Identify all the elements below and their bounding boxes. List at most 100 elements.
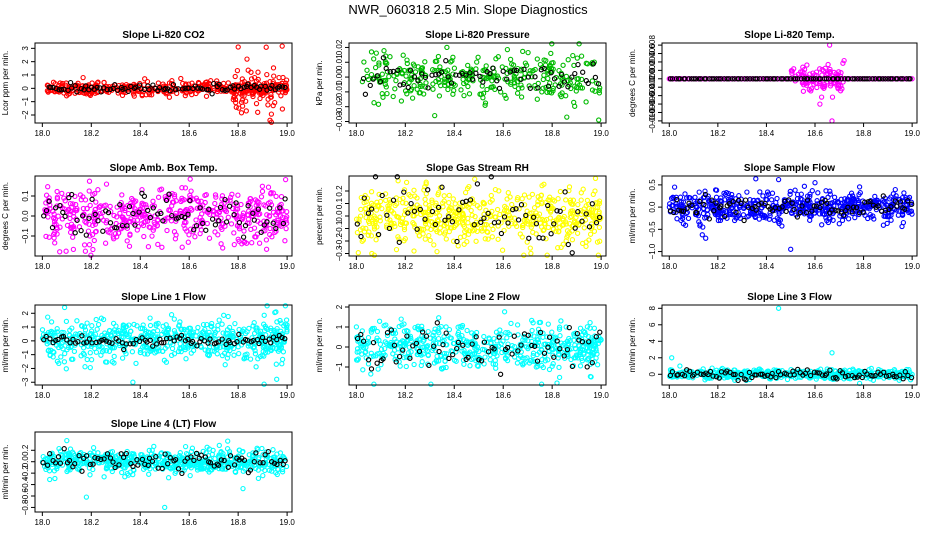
y-tick-label: −0.1 [21, 228, 30, 244]
overlay-point [170, 81, 177, 88]
data-point [222, 223, 228, 229]
overlay-point [126, 203, 133, 210]
x-tick-label: 18.4 [446, 129, 462, 138]
y-axis-label: ml/min per min. [1, 318, 10, 373]
data-point [70, 234, 76, 240]
data-point [230, 96, 236, 103]
data-point [255, 69, 261, 75]
overlay-point [877, 76, 883, 82]
y-tick-label: 0.1 [21, 190, 30, 202]
x-tick-label: 19.0 [904, 262, 920, 271]
data-point [409, 75, 415, 81]
data-point [806, 86, 812, 93]
overlay-point [107, 220, 114, 226]
y-tick-label: 3 [21, 46, 30, 51]
data-point [194, 198, 201, 204]
data-point [268, 190, 274, 196]
data-point [67, 200, 74, 207]
data-point [51, 235, 57, 241]
data-point [205, 209, 211, 216]
data-point [505, 79, 511, 85]
overlay-point [572, 70, 578, 77]
data-point [67, 224, 74, 231]
data-point [518, 82, 524, 88]
data-point [437, 64, 443, 70]
overlay-point [780, 76, 786, 82]
data-point [909, 76, 915, 82]
data-point [225, 214, 231, 220]
data-point [214, 88, 220, 95]
outlier-point [432, 112, 438, 119]
data-point [276, 208, 282, 214]
plot-frame [34, 42, 293, 124]
data-point [50, 231, 57, 238]
data-point [67, 215, 73, 222]
data-point [213, 194, 219, 200]
overlay-point [545, 83, 552, 89]
overlay-point [83, 83, 89, 89]
data-point [458, 87, 464, 93]
data-point [529, 74, 535, 80]
overlay-point [742, 76, 748, 82]
data-point [43, 233, 49, 240]
overlay-point [211, 80, 217, 87]
data-point [197, 214, 203, 221]
data-point [267, 231, 273, 238]
data-point [155, 241, 161, 248]
data-point [202, 192, 208, 199]
data-point [150, 227, 156, 233]
data-point [92, 206, 98, 213]
data-point [119, 203, 125, 209]
x-axis: 18.0 18.2 18.4 18.6 18.8 19.0 [349, 123, 609, 138]
overlay-point [904, 76, 910, 82]
overlay-point [835, 76, 841, 82]
data-point [492, 73, 498, 79]
data-point [534, 56, 540, 62]
panel-title: Slope Line 1 Flow [121, 292, 206, 303]
overlay-point [209, 91, 215, 97]
overlay-point [219, 87, 225, 93]
data-point [549, 41, 555, 47]
data-point [820, 68, 827, 74]
overlay-point [535, 85, 541, 91]
overlay-point [866, 76, 872, 82]
x-tick-label: 18.4 [446, 262, 462, 271]
data-point [173, 232, 179, 238]
data-point [178, 75, 184, 82]
overlay-point [561, 79, 568, 85]
data-point [368, 49, 375, 55]
overlay-point [494, 78, 500, 84]
data-point [146, 91, 153, 98]
data-point [507, 56, 514, 63]
data-points [359, 41, 603, 123]
overlay-point [380, 55, 387, 61]
y-tick-label: 0.1 [335, 197, 344, 209]
data-point [149, 233, 155, 239]
y-tick-label: 1 [21, 324, 30, 329]
data-point [80, 205, 87, 212]
data-point [90, 246, 96, 253]
data-point [54, 231, 60, 237]
data-point [150, 198, 156, 204]
overlay-point [823, 76, 829, 82]
data-point [197, 230, 203, 237]
y-tick-label: 0 [21, 86, 30, 91]
data-point [195, 79, 202, 86]
overlay-point [513, 67, 520, 74]
overlay-point [245, 81, 251, 87]
data-point [268, 91, 274, 98]
data-point [273, 193, 279, 200]
data-point [239, 76, 245, 82]
overlay-point [86, 215, 92, 221]
data-point [502, 92, 508, 99]
x-tick-label: 19.0 [279, 129, 295, 138]
data-point [70, 223, 77, 230]
data-point [157, 187, 163, 193]
outlier-point [596, 117, 602, 123]
data-point [235, 192, 241, 198]
data-point [173, 198, 179, 204]
overlay-point [894, 76, 901, 82]
panel-title: Slope Gas Stream RH [426, 163, 529, 174]
x-tick-label: 18.4 [759, 262, 775, 271]
